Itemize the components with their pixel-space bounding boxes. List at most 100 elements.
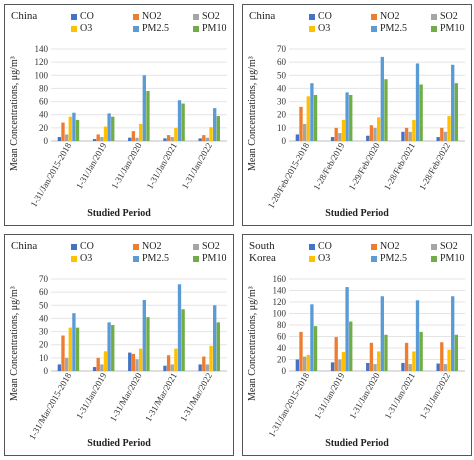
- bar: [299, 106, 303, 141]
- bar: [128, 352, 132, 371]
- legend-swatch: [193, 255, 199, 262]
- legend-swatch: [71, 13, 77, 20]
- y-tick-label: 40: [39, 313, 49, 323]
- y-tick-label: 140: [273, 286, 287, 296]
- legend-label: O3: [318, 23, 331, 34]
- bar: [202, 135, 206, 141]
- y-tick-label: 20: [39, 340, 49, 350]
- bar: [338, 133, 342, 141]
- y-tick-label: 0: [282, 136, 287, 146]
- bar: [174, 348, 178, 371]
- bar: [205, 364, 210, 371]
- bar: [419, 84, 423, 141]
- x-axis-title: Studied Period: [87, 208, 151, 219]
- x-tick-label: 1-28/Feb/2021: [382, 141, 417, 192]
- bar: [75, 327, 80, 371]
- legend-swatch: [71, 25, 77, 32]
- legend-item: PM10: [431, 253, 474, 264]
- bar: [338, 359, 342, 371]
- bar: [72, 112, 76, 141]
- legend-item: PM2.5: [371, 23, 431, 34]
- bar: [369, 125, 374, 141]
- x-axis-title: Studied Period: [325, 208, 389, 219]
- y-tick-label: 20: [277, 110, 287, 120]
- bar: [384, 79, 388, 141]
- bar: [330, 137, 335, 141]
- bar: [313, 95, 318, 141]
- bar: [440, 127, 444, 141]
- y-tick-label: 20: [277, 355, 287, 365]
- region-label: South Korea: [249, 240, 276, 264]
- legend-swatch: [309, 25, 315, 32]
- bar: [146, 91, 150, 141]
- legend-label: PM10: [202, 253, 227, 264]
- bar: [174, 127, 178, 141]
- y-tick-label: 20: [39, 123, 49, 133]
- bar: [454, 334, 459, 371]
- bar: [440, 342, 444, 371]
- y-tick-label: 60: [39, 287, 49, 297]
- y-tick-label: 70: [39, 274, 49, 284]
- bar: [166, 135, 171, 141]
- y-tick-label: 30: [277, 97, 287, 107]
- bar: [334, 127, 338, 141]
- y-axis-title: Mean Concentrations, μg/m³: [9, 56, 20, 171]
- bar: [111, 116, 115, 141]
- y-axis-title: Mean Concentrations, μg/m³: [247, 286, 258, 401]
- bar: [216, 116, 221, 141]
- y-tick-label: 10: [39, 353, 49, 363]
- x-tick-label: 1-31/Jan/2021: [383, 371, 417, 421]
- bar: [404, 127, 409, 141]
- bar: [177, 100, 182, 141]
- chart-legend: CO NO2 SO2 O3 PM2.5 PM10: [71, 241, 243, 264]
- x-tick-label: 1-31/Mar/2021: [143, 371, 179, 423]
- bar: [103, 351, 108, 371]
- bar: [447, 116, 451, 141]
- y-tick-label: 120: [35, 57, 49, 67]
- bar: [334, 337, 338, 371]
- bar: [349, 95, 353, 141]
- legend-item: CO: [71, 11, 133, 22]
- x-axis-title: Studied Period: [325, 438, 389, 449]
- legend-swatch: [371, 255, 377, 262]
- x-tick-label: 1-28/Feb/2019: [311, 141, 346, 192]
- bar: [139, 123, 143, 141]
- bar: [380, 296, 384, 371]
- bar: [349, 321, 353, 371]
- chart-panel-feb: 0 10 20 30 40 50 60 70 1-28/Feb/2015-2018 1-28/Fe…: [242, 4, 472, 226]
- y-tick-label: 40: [39, 110, 49, 120]
- bar: [373, 364, 377, 371]
- bar: [166, 355, 171, 371]
- legend-item: O3: [309, 23, 371, 34]
- bar: [57, 364, 62, 371]
- bar: [451, 296, 455, 371]
- y-tick-label: 60: [39, 97, 49, 107]
- y-tick-label: 30: [39, 327, 49, 337]
- y-tick-label: 0: [44, 136, 49, 146]
- legend-item: O3: [71, 23, 133, 34]
- legend-swatch: [193, 25, 199, 32]
- bar: [384, 334, 388, 371]
- legend-swatch: [371, 25, 377, 32]
- legend-swatch: [193, 243, 199, 250]
- bar: [216, 322, 221, 371]
- legend-item: SO2: [431, 241, 474, 252]
- bar: [313, 326, 318, 371]
- bar: [310, 304, 314, 371]
- legend-item: PM2.5: [133, 23, 193, 34]
- y-tick-label: 160: [273, 274, 287, 284]
- legend-swatch: [309, 243, 315, 250]
- region-label: China: [11, 240, 38, 252]
- bar: [443, 131, 448, 141]
- bar: [198, 138, 202, 141]
- legend-swatch: [371, 243, 377, 250]
- y-tick-label: 60: [277, 57, 287, 67]
- chart-legend: CO NO2 SO2 O3 PM2.5 PM10: [71, 11, 243, 34]
- bar: [139, 348, 143, 371]
- x-tick-label: 1-31/Jan/2019: [312, 371, 347, 421]
- bar: [302, 123, 307, 141]
- legend-item: NO2: [133, 11, 193, 22]
- bar: [401, 131, 405, 141]
- legend-label: O3: [80, 253, 93, 264]
